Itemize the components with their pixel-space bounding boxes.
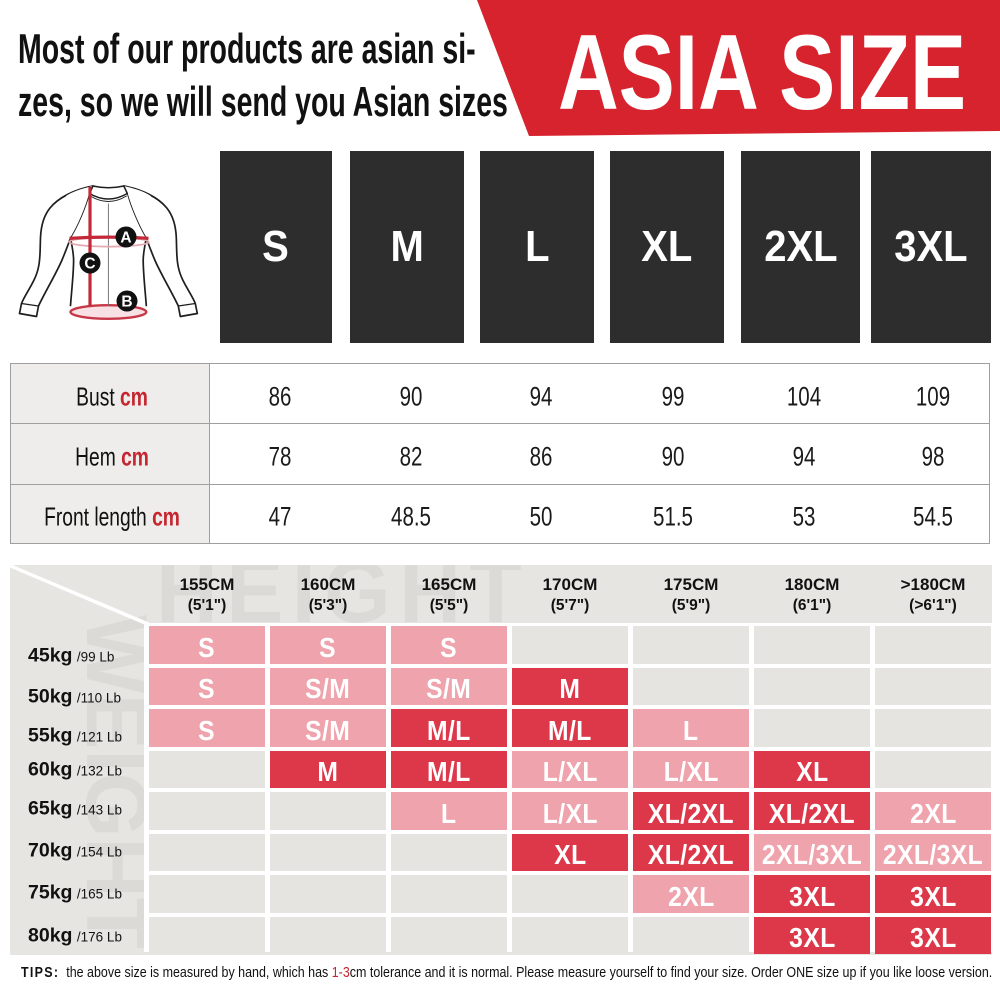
svg-text:C: C xyxy=(84,255,95,272)
svg-text:A: A xyxy=(120,229,131,246)
svg-text:B: B xyxy=(121,293,132,310)
